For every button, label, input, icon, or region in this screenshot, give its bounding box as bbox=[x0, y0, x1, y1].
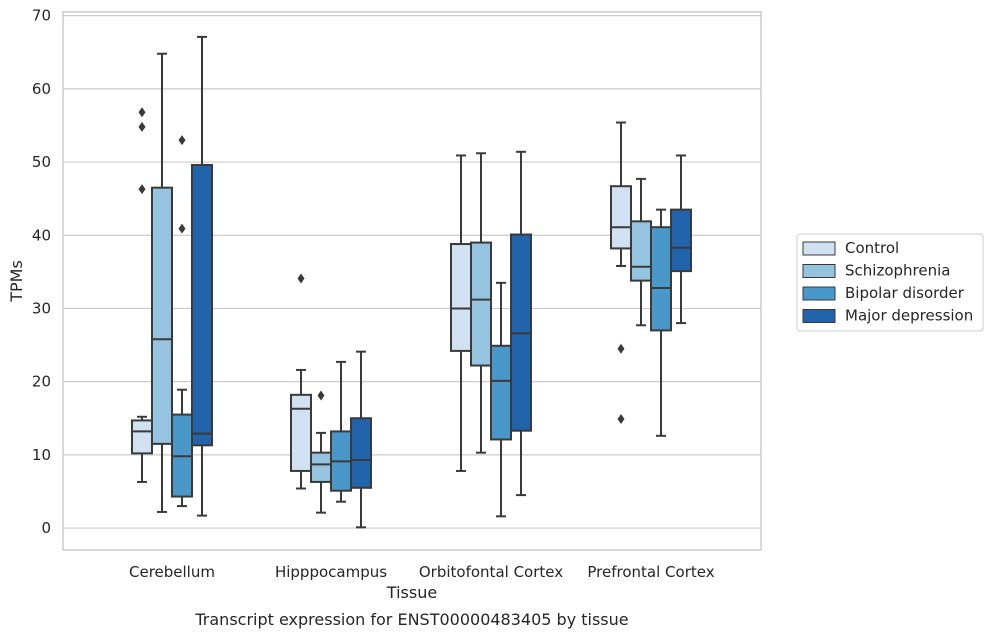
y-tick-label: 60 bbox=[32, 80, 51, 98]
y-tick-labels: 0 10 20 30 40 50 60 70 bbox=[32, 7, 51, 537]
y-tick-label: 20 bbox=[32, 373, 51, 391]
legend-label: Schizophrenia bbox=[845, 262, 950, 280]
box-group-cerebellum bbox=[131, 35, 213, 517]
legend-label: Major depression bbox=[845, 307, 973, 325]
box-schizophrenia bbox=[151, 186, 173, 445]
outlier-point bbox=[317, 390, 325, 401]
y-tick-label: 30 bbox=[32, 299, 51, 317]
outlier-point bbox=[138, 121, 146, 132]
box-bipolar-disorder bbox=[650, 226, 672, 332]
x-tick-label: Hipppocampus bbox=[275, 563, 387, 581]
legend-swatch bbox=[802, 264, 836, 278]
outlier-point bbox=[138, 184, 146, 195]
legend-swatch bbox=[802, 241, 836, 256]
outlier-point bbox=[617, 413, 625, 424]
x-tick-label: Prefrontal Cortex bbox=[587, 563, 714, 581]
x-tick-labels: Cerebellum Hipppocampus Orbitofontal Corte… bbox=[129, 563, 715, 581]
box-control bbox=[131, 419, 153, 455]
y-tick-label: 10 bbox=[32, 446, 51, 464]
outlier-point bbox=[297, 273, 305, 284]
box-control bbox=[450, 243, 472, 352]
legend-swatch bbox=[802, 286, 836, 301]
box-schizophrenia bbox=[310, 451, 332, 483]
outlier-point bbox=[138, 107, 146, 118]
x-tick-label: Cerebellum bbox=[129, 563, 215, 581]
legend-label: Bipolar disorder bbox=[845, 284, 965, 302]
x-axis-title: Tissue bbox=[386, 583, 437, 602]
box-bipolar-disorder bbox=[490, 344, 512, 441]
box-schizophrenia bbox=[630, 220, 652, 282]
legend-frame bbox=[796, 233, 984, 332]
chart-caption: Transcript expression for ENST0000048340… bbox=[194, 610, 628, 629]
box-major-depression bbox=[191, 163, 213, 447]
box-control bbox=[610, 185, 632, 250]
y-tick-label: 40 bbox=[32, 226, 51, 244]
y-tick-label: 50 bbox=[32, 153, 51, 171]
box-major-depression bbox=[350, 417, 372, 489]
box-major-depression bbox=[670, 208, 692, 273]
box-control bbox=[290, 393, 312, 472]
box-group-hipppocampus bbox=[290, 273, 372, 529]
plot-area-frame bbox=[62, 11, 762, 551]
box-groups bbox=[131, 35, 692, 529]
y-tick-label: 0 bbox=[41, 519, 51, 537]
outlier-point bbox=[178, 223, 186, 234]
legend: Control Schizophrenia Bipolar disorder Majo… bbox=[796, 233, 984, 332]
outlier-point bbox=[178, 135, 186, 146]
box-group-prefrontal-cortex bbox=[610, 121, 692, 437]
x-tick-label: Orbitofontal Cortex bbox=[419, 563, 563, 581]
legend-swatch bbox=[802, 309, 836, 323]
outlier-point bbox=[617, 343, 625, 354]
y-tick-label: 70 bbox=[32, 7, 51, 25]
box-group-orbitofontal-cortex bbox=[450, 150, 532, 518]
legend-label: Control bbox=[845, 239, 899, 257]
y-axis-title: TPMs bbox=[7, 260, 26, 303]
box-schizophrenia bbox=[470, 241, 492, 367]
